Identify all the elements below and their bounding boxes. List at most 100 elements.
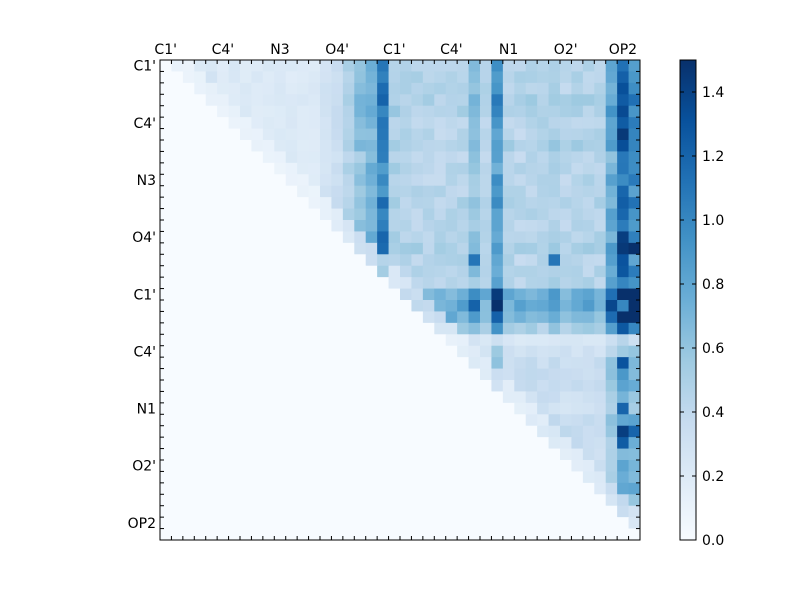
heatmap-cell [582,517,595,530]
heatmap-cell [514,117,527,130]
heatmap-cell [582,494,595,507]
heatmap-cell [525,117,538,130]
heatmap-cell [342,448,355,461]
heatmap-cell [365,402,378,415]
heatmap-cell [457,185,470,198]
heatmap-cell [445,231,458,244]
heatmap-cell [491,448,504,461]
heatmap-cell [274,505,287,518]
heatmap-cell [605,482,618,495]
heatmap-cell [468,60,481,72]
heatmap-cell [514,208,527,221]
heatmap-cell [331,140,344,152]
heatmap-cell [628,437,641,450]
heatmap-cell [331,300,344,312]
heatmap-cell [160,380,172,392]
heatmap-cell [491,105,504,118]
heatmap-cell [548,162,561,175]
heatmap-cell [571,494,584,507]
heatmap-cell [320,322,332,335]
heatmap-cell [217,162,230,175]
heatmap-cell [297,300,310,312]
heatmap-cell [537,288,550,301]
heatmap-cell [514,448,527,461]
heatmap-cell [217,197,230,210]
heatmap-cell [571,288,584,301]
heatmap-cell [571,265,584,278]
heatmap-cell [434,311,447,324]
heatmap-cell [320,117,332,130]
heatmap-cell [457,242,470,255]
heatmap-cell [400,345,412,358]
heatmap-cell [240,231,252,244]
colorbar-tick-label: 0.0 [702,533,724,549]
heatmap-cell [331,254,344,267]
heatmap-cell [217,437,230,450]
heatmap-cell [617,448,630,461]
heatmap-cell [365,437,378,450]
colorbar-tick-label: 0.4 [702,405,724,421]
heatmap-cell [228,460,241,472]
heatmap-cell [342,277,355,290]
heatmap-cell [411,82,424,95]
heatmap-cell [331,82,344,95]
heatmap-cell [605,448,618,461]
heatmap-cell [274,220,287,232]
heatmap-cell [377,505,390,518]
heatmap-cell [228,174,241,187]
heatmap-cell [228,277,241,290]
heatmap-cell [377,60,390,72]
heatmap-cell [274,448,287,461]
heatmap-cell [251,482,264,495]
heatmap-cell [422,140,435,152]
heatmap-cell [331,60,344,72]
heatmap-cell [502,494,515,507]
heatmap-cell [365,208,378,221]
heatmap-cell [617,414,630,427]
heatmap-cell [160,311,172,324]
heatmap-cell [594,185,607,198]
heatmap-cell [571,242,584,255]
heatmap-cell [365,380,378,392]
heatmap-cell [400,174,412,187]
heatmap-cell [594,380,607,392]
heatmap-cell [331,357,344,370]
heatmap-cell [560,368,572,381]
heatmap-cell [594,517,607,530]
heatmap-cell [194,448,207,461]
heatmap-cell [171,448,184,461]
heatmap-cell [285,528,298,541]
heatmap-cell [171,437,184,450]
heatmap-cell [354,208,367,221]
heatmap-cell [205,380,218,392]
heatmap-cell [182,60,195,72]
heatmap-cell [377,220,390,232]
heatmap-cell [628,185,641,198]
heatmap-cell [194,391,207,404]
heatmap-cell [388,368,401,381]
heatmap-cell [502,220,515,232]
heatmap-cell [605,105,618,118]
heatmap-cell [400,254,412,267]
heatmap-cell [491,345,504,358]
heatmap-cell [617,300,630,312]
heatmap-cell [480,162,492,175]
heatmap-cell [377,402,390,415]
heatmap-cell [537,71,550,84]
x-tick-label: O4' [325,42,349,58]
heatmap-cell [582,334,595,347]
heatmap-cell [342,528,355,541]
heatmap-cell [571,174,584,187]
heatmap-cell [285,254,298,267]
colorbar-tick-label: 1.0 [702,213,724,229]
heatmap-cell [354,357,367,370]
heatmap-cell [377,185,390,198]
heatmap-cell [342,334,355,347]
heatmap-cell [468,71,481,84]
heatmap-cell [240,242,252,255]
heatmap-cell [491,437,504,450]
heatmap-cell [560,71,572,84]
heatmap-cell [228,151,241,164]
heatmap-cell [217,94,230,107]
heatmap-cell [571,517,584,530]
